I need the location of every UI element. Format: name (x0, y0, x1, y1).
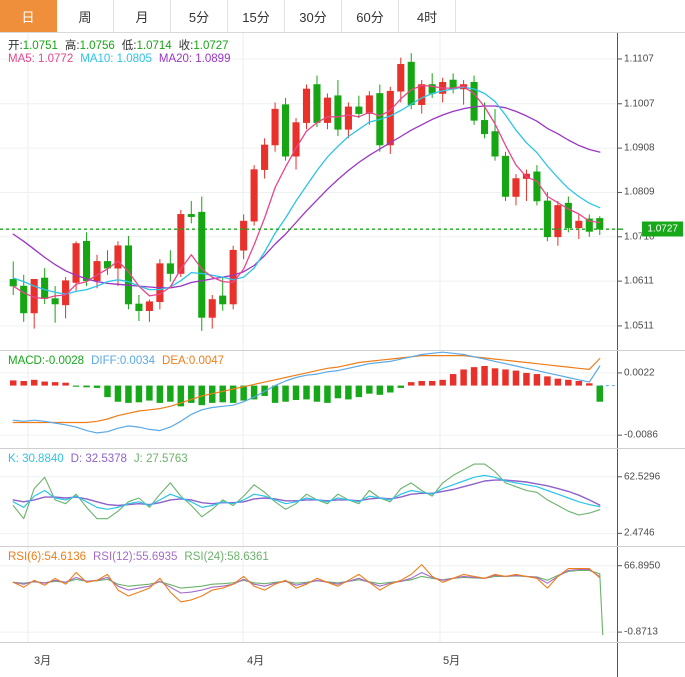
timeframe-tab-1[interactable]: 周 (57, 0, 114, 32)
kdj-axis: 62.5296 2.4746 (617, 449, 685, 546)
timeframe-tab-label: 30分 (299, 9, 327, 25)
price-axis-label-6: 1.0511 (624, 320, 654, 332)
timeframe-tab-2[interactable]: 月 (114, 0, 171, 32)
rsi-axis: 66.8950 -0.8713 (617, 547, 685, 642)
timeframe-tab-5[interactable]: 30分 (285, 0, 342, 32)
macd-panel[interactable]: MACD:-0.0028 DIFF:0.0034 DEA:0.0047 0.0022… (0, 351, 685, 449)
time-axis-corner (617, 643, 685, 677)
timeframe-tab-7[interactable]: 4时 (399, 0, 456, 32)
timeframe-tab-label: 5分 (188, 9, 210, 25)
price-axis-label-0: 1.1107 (624, 53, 654, 65)
rsi-panel[interactable]: RSI(6):54.6136 RSI(12):55.6935 RSI(24):58.… (0, 547, 685, 643)
timeframe-tab-3[interactable]: 5分 (171, 0, 228, 32)
timeframe-tab-label: 日 (21, 9, 35, 25)
timeframe-tab-label: 月 (135, 9, 149, 25)
timeframe-tab-6[interactable]: 60分 (342, 0, 399, 32)
time-axis-label-0: 3月 (34, 655, 52, 667)
price-axis-label-3: 1.0809 (624, 186, 655, 198)
price-panel[interactable]: 开:1.0751 高:1.0756 低:1.0714 收:1.0727 MA5: 1.… (0, 33, 685, 351)
current-price-badge: 1.0727 (642, 221, 683, 237)
macd-axis-label-0: 0.0022 (624, 367, 655, 379)
timeframe-tab-label: 60分 (356, 9, 384, 25)
price-axis: 1.1107 1.1007 1.0908 1.0809 1.0710 1.0611 1.05… (617, 33, 685, 350)
time-axis-labels: 3月 4月 5月 (0, 643, 617, 677)
time-axis-label-2: 5月 (443, 655, 461, 667)
timeframe-tab-0[interactable]: 日 (0, 0, 57, 32)
toolbar-filler (456, 0, 685, 32)
rsi-plot-area[interactable] (0, 547, 617, 642)
timeframe-tab-label: 4时 (416, 9, 438, 25)
timeframe-toolbar: 日 周 月 5分 15分 30分 60分 4时 (0, 0, 685, 33)
macd-axis: 0.0022 -0.0086 (617, 351, 685, 448)
macd-plot-area[interactable] (0, 351, 617, 448)
kdj-axis-label-1: 2.4746 (624, 527, 655, 539)
price-axis-label-5: 1.0611 (624, 275, 654, 287)
kdj-plot-area[interactable] (0, 449, 617, 546)
timeframe-tab-label: 周 (78, 9, 92, 25)
price-axis-label-1: 1.1007 (624, 98, 655, 110)
time-axis: 3月 4月 5月 (0, 643, 685, 677)
rsi-axis-label-0: 66.8950 (624, 560, 661, 572)
kdj-panel[interactable]: K: 30.8840 D: 32.5378 J: 27.5763 62.5296 2.… (0, 449, 685, 547)
rsi-axis-label-1: -0.8713 (624, 626, 658, 638)
timeframe-tab-4[interactable]: 15分 (228, 0, 285, 32)
time-axis-label-1: 4月 (247, 655, 265, 667)
chart-stack: 开:1.0751 高:1.0756 低:1.0714 收:1.0727 MA5: 1.… (0, 33, 685, 677)
price-plot-area[interactable] (0, 33, 617, 350)
price-axis-label-2: 1.0908 (624, 142, 655, 154)
timeframe-tab-label: 15分 (242, 9, 270, 25)
macd-axis-label-1: -0.0086 (624, 429, 658, 441)
price-axis-label-4: 1.0710 (624, 231, 655, 243)
kdj-axis-label-0: 62.5296 (624, 471, 661, 483)
